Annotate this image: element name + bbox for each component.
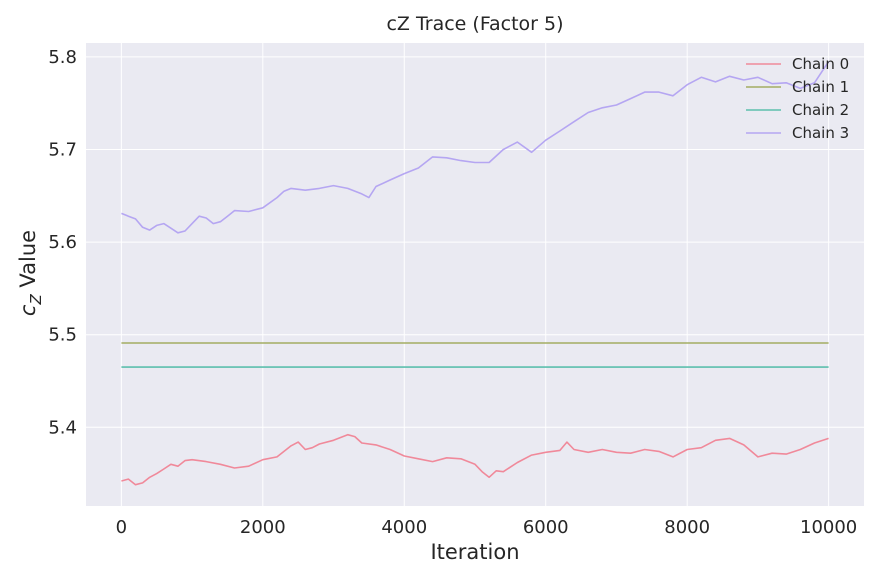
y-axis-label-symbol: c — [16, 304, 40, 316]
y-axis-label-rest: Value — [16, 230, 40, 294]
x-tick-label: 4000 — [381, 517, 427, 538]
x-axis-ticks: 0 2000 4000 6000 8000 10000 — [116, 517, 858, 538]
x-tick-label: 0 — [116, 517, 127, 538]
y-axis-label-subscript: Z — [27, 294, 45, 306]
y-tick-label: 5.8 — [48, 47, 77, 68]
legend-label-chain-2: Chain 2 — [792, 101, 849, 119]
y-tick-label: 5.4 — [48, 417, 77, 438]
x-tick-label: 2000 — [240, 517, 286, 538]
grid — [86, 43, 864, 506]
series-line-chain-0 — [121, 433, 829, 486]
series-line-chain-3 — [121, 61, 830, 234]
legend-label-chain-0: Chain 0 — [792, 55, 849, 73]
chart-title: cZ Trace (Factor 5) — [386, 13, 563, 35]
y-tick-label: 5.7 — [48, 139, 77, 160]
x-tick-label: 6000 — [523, 517, 569, 538]
y-axis-ticks: 5.4 5.5 5.6 5.7 5.8 — [48, 47, 77, 438]
x-tick-label: 10000 — [800, 517, 857, 538]
x-tick-label: 8000 — [664, 517, 710, 538]
y-axis-label: cZ Value — [16, 230, 45, 316]
y-tick-label: 5.5 — [48, 325, 77, 346]
x-axis-label: Iteration — [430, 540, 519, 564]
series-lines — [121, 61, 830, 486]
legend-label-chain-1: Chain 1 — [792, 78, 849, 96]
y-tick-label: 5.6 — [48, 232, 77, 253]
plot-area — [86, 43, 864, 506]
legend-label-chain-3: Chain 3 — [792, 124, 849, 142]
legend: Chain 0 Chain 1 Chain 2 Chain 3 — [746, 55, 849, 142]
